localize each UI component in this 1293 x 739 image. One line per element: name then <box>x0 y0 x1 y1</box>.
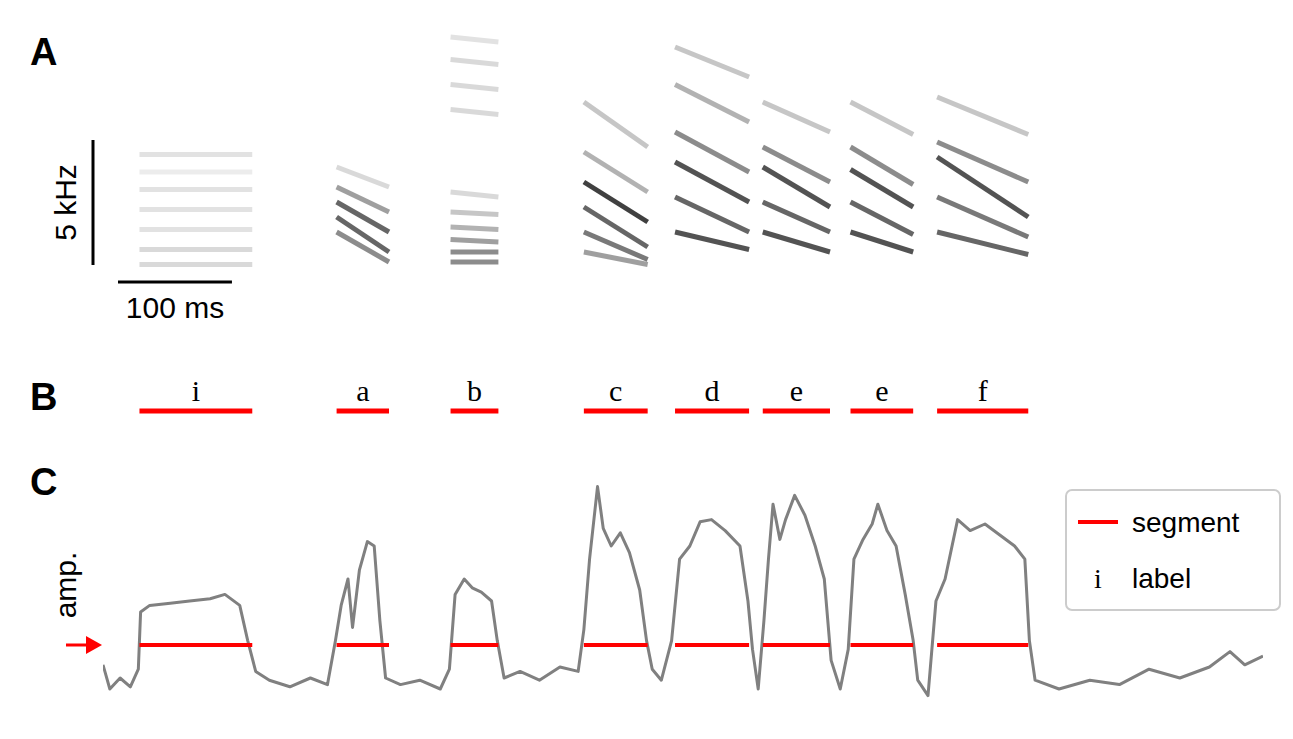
spectrogram <box>139 37 1028 265</box>
harmonic <box>584 152 648 192</box>
panel-letter: B <box>30 376 57 418</box>
harmonic <box>451 192 499 197</box>
scale-bar-label: 100 ms <box>126 291 224 324</box>
harmonic <box>451 37 499 42</box>
harmonic <box>451 60 499 65</box>
segment <box>937 409 1028 414</box>
harmonic <box>139 207 252 212</box>
harmonic <box>937 142 1028 182</box>
harmonic <box>451 110 499 115</box>
segment-label: e <box>875 374 888 407</box>
harmonic <box>139 170 252 175</box>
segment <box>337 409 389 414</box>
harmonic <box>451 240 499 243</box>
segment <box>851 409 914 414</box>
harmonic <box>851 170 914 208</box>
harmonic <box>763 202 830 232</box>
harmonic <box>763 232 830 252</box>
harmonic <box>675 197 749 232</box>
segment <box>451 409 499 414</box>
harmonic <box>937 197 1028 237</box>
harmonic <box>584 232 648 260</box>
harmonic <box>139 152 252 157</box>
threshold-arrowhead <box>86 636 102 654</box>
legend-symbol: i <box>1094 563 1102 594</box>
segment-label: i <box>192 374 200 407</box>
harmonic <box>451 227 499 230</box>
harmonic <box>451 260 499 265</box>
legend-box <box>1066 490 1280 610</box>
y-axis-title: amp. <box>49 552 82 619</box>
segment <box>763 643 830 647</box>
harmonic <box>139 227 252 232</box>
harmonic <box>675 85 749 123</box>
segments-b <box>139 411 1028 412</box>
segment <box>763 409 830 414</box>
segment <box>937 643 1028 647</box>
harmonic <box>851 147 914 185</box>
harmonic <box>139 247 252 252</box>
harmonic <box>584 207 648 247</box>
figure: ABC100 ms5 kHziabcdeefamp.segmentilabel <box>0 0 1293 739</box>
harmonic <box>139 262 252 267</box>
harmonic <box>139 187 252 192</box>
segment-label: d <box>705 374 720 407</box>
harmonic <box>851 202 914 235</box>
segment <box>584 643 648 647</box>
legend-label: segment <box>1132 507 1240 538</box>
harmonic <box>675 132 749 172</box>
segment <box>675 409 749 414</box>
scale-bar-label: 5 kHz <box>49 164 82 241</box>
harmonic <box>451 250 499 255</box>
harmonic <box>763 167 830 207</box>
harmonic <box>337 202 389 232</box>
harmonic <box>451 212 499 215</box>
harmonic <box>851 232 914 252</box>
segment-label: b <box>467 374 482 407</box>
scale-bar-y <box>92 140 95 265</box>
segment <box>675 643 749 647</box>
harmonic <box>763 147 830 182</box>
segment <box>851 643 914 647</box>
harmonic <box>675 47 749 77</box>
legend: segment ilabel <box>1066 490 1280 610</box>
legend-symbol <box>1078 520 1118 524</box>
segment-label: e <box>790 374 803 407</box>
segment <box>337 643 389 647</box>
panel-letter: C <box>30 461 57 503</box>
segment <box>139 643 252 647</box>
threshold-arrow <box>66 644 88 647</box>
segment <box>451 643 499 647</box>
harmonic <box>851 102 914 135</box>
segment <box>584 409 648 414</box>
harmonic <box>937 97 1028 135</box>
segment <box>139 409 252 414</box>
harmonic <box>337 232 389 262</box>
harmonic <box>763 102 830 132</box>
harmonic <box>675 232 749 250</box>
harmonic <box>337 167 389 187</box>
legend-label: label <box>1132 563 1191 594</box>
segment-label: f <box>978 374 988 407</box>
panel-letter: A <box>30 31 57 73</box>
harmonic <box>584 102 648 147</box>
harmonic <box>937 157 1028 217</box>
harmonic <box>937 232 1028 255</box>
segment-label: a <box>356 374 369 407</box>
harmonic <box>451 85 499 90</box>
scale-bar-x <box>118 281 232 284</box>
segment-label: c <box>609 374 622 407</box>
